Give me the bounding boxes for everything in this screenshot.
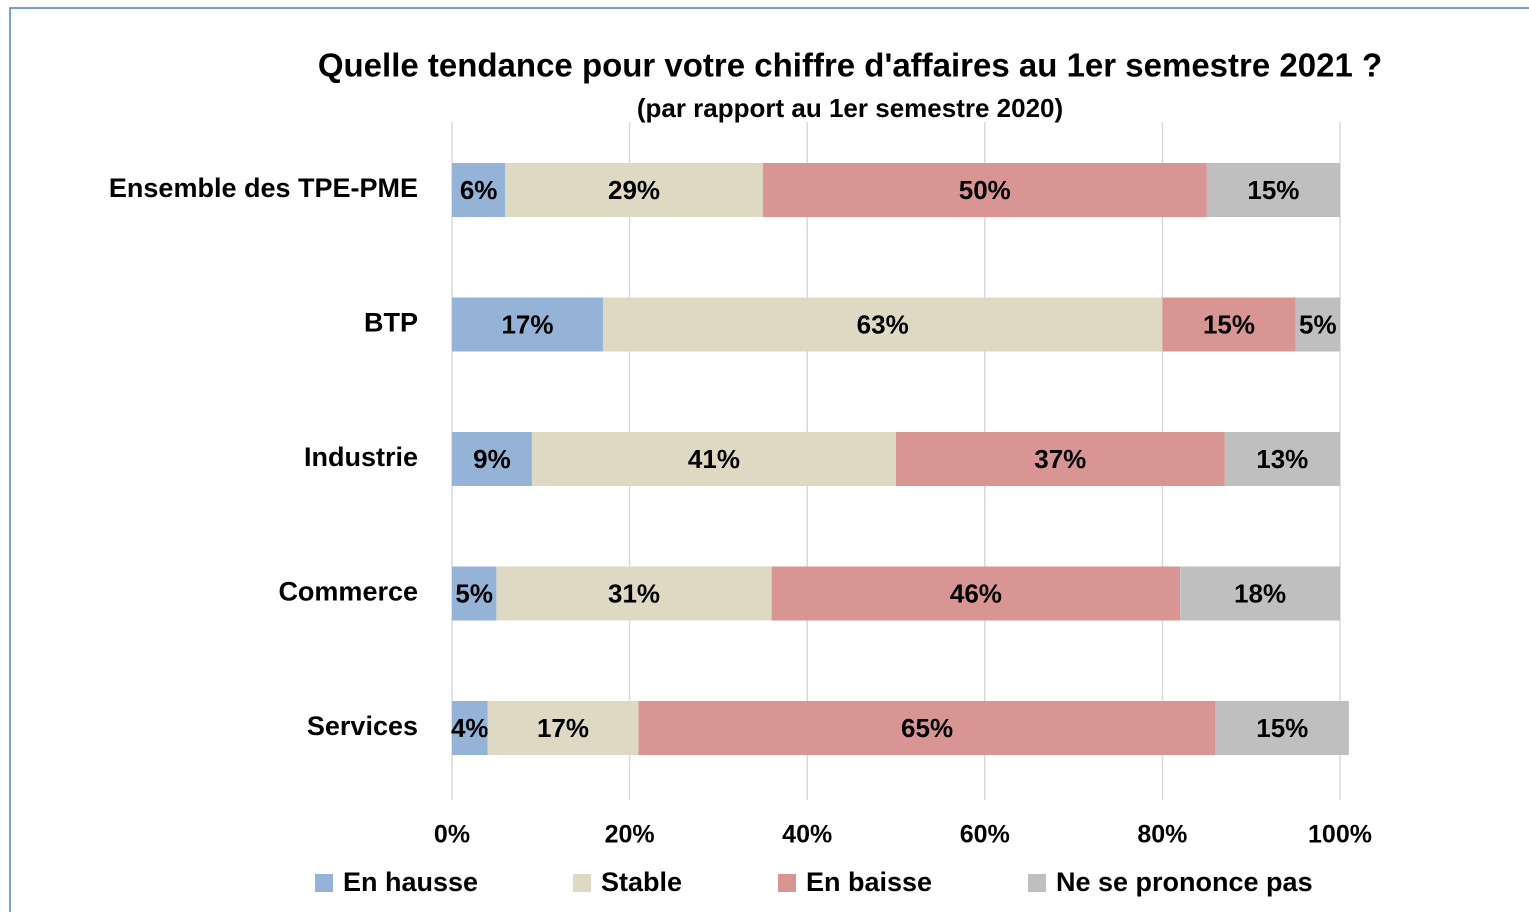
data-label: 15% [1203, 309, 1255, 339]
bar-segment [1215, 701, 1349, 755]
y-tick-label: Industrie [304, 442, 418, 472]
bar-segment [1206, 163, 1340, 217]
data-label: 5% [1299, 309, 1337, 339]
legend-swatch [315, 874, 333, 892]
data-label: 65% [901, 713, 953, 743]
data-label: 5% [455, 578, 493, 608]
data-label: 15% [1256, 713, 1308, 743]
chart-title: Quelle tendance pour votre chiffre d'aff… [318, 47, 1382, 84]
bar-segment [496, 566, 772, 621]
bar-segment [771, 566, 1181, 621]
bar-segment [452, 163, 506, 217]
bar-segment [638, 701, 1216, 755]
bar-segment [452, 566, 497, 621]
legend-swatch [778, 874, 796, 892]
bar-segment [452, 432, 532, 486]
data-label: 15% [1247, 175, 1299, 205]
bar-segment [1180, 566, 1340, 621]
x-tick-label: 40% [782, 821, 832, 849]
bar-segment [896, 432, 1225, 486]
x-tick-label: 20% [605, 821, 655, 849]
legend-label: En baisse [806, 867, 932, 897]
data-label: 41% [688, 444, 740, 474]
data-label: 29% [608, 175, 660, 205]
data-label: 13% [1256, 444, 1308, 474]
x-tick-label: 80% [1137, 821, 1187, 849]
data-label: 31% [608, 578, 660, 608]
data-label: 50% [959, 175, 1011, 205]
y-tick-label: Ensemble des TPE-PME [109, 173, 418, 203]
bar-segment [762, 163, 1207, 217]
data-label: 17% [537, 713, 589, 743]
legend-swatch [573, 874, 591, 892]
x-tick-label: 100% [1308, 821, 1372, 849]
data-label: 4% [451, 713, 489, 743]
bar-segment [505, 163, 763, 217]
bar-segment [487, 701, 639, 755]
legend-swatch [1028, 874, 1046, 892]
legend-label: Ne se prononce pas [1056, 867, 1313, 897]
data-label: 6% [460, 175, 498, 205]
chart-subtitle: (par rapport au 1er semestre 2020) [637, 93, 1063, 123]
bar-segment [531, 432, 896, 486]
bar-segment [1295, 297, 1340, 352]
x-tick-label: 0% [434, 821, 470, 849]
x-tick-label: 60% [960, 821, 1010, 849]
frame [9, 7, 1529, 912]
data-label: 37% [1034, 444, 1086, 474]
data-label: 63% [857, 309, 909, 339]
legend-label: Stable [601, 867, 682, 897]
bar-segment [452, 297, 603, 352]
bar-segment [452, 701, 488, 755]
data-label: 46% [950, 578, 1002, 608]
legend-label: En hausse [343, 867, 478, 897]
bar-segment [1224, 432, 1340, 486]
data-label: 9% [473, 444, 511, 474]
y-tick-label: BTP [364, 308, 418, 338]
bar-segment [602, 297, 1163, 352]
data-label: 18% [1234, 578, 1286, 608]
data-label: 17% [501, 309, 553, 339]
y-tick-label: Services [307, 711, 418, 741]
y-tick-label: Commerce [278, 577, 418, 607]
bar-segment [1162, 297, 1296, 352]
